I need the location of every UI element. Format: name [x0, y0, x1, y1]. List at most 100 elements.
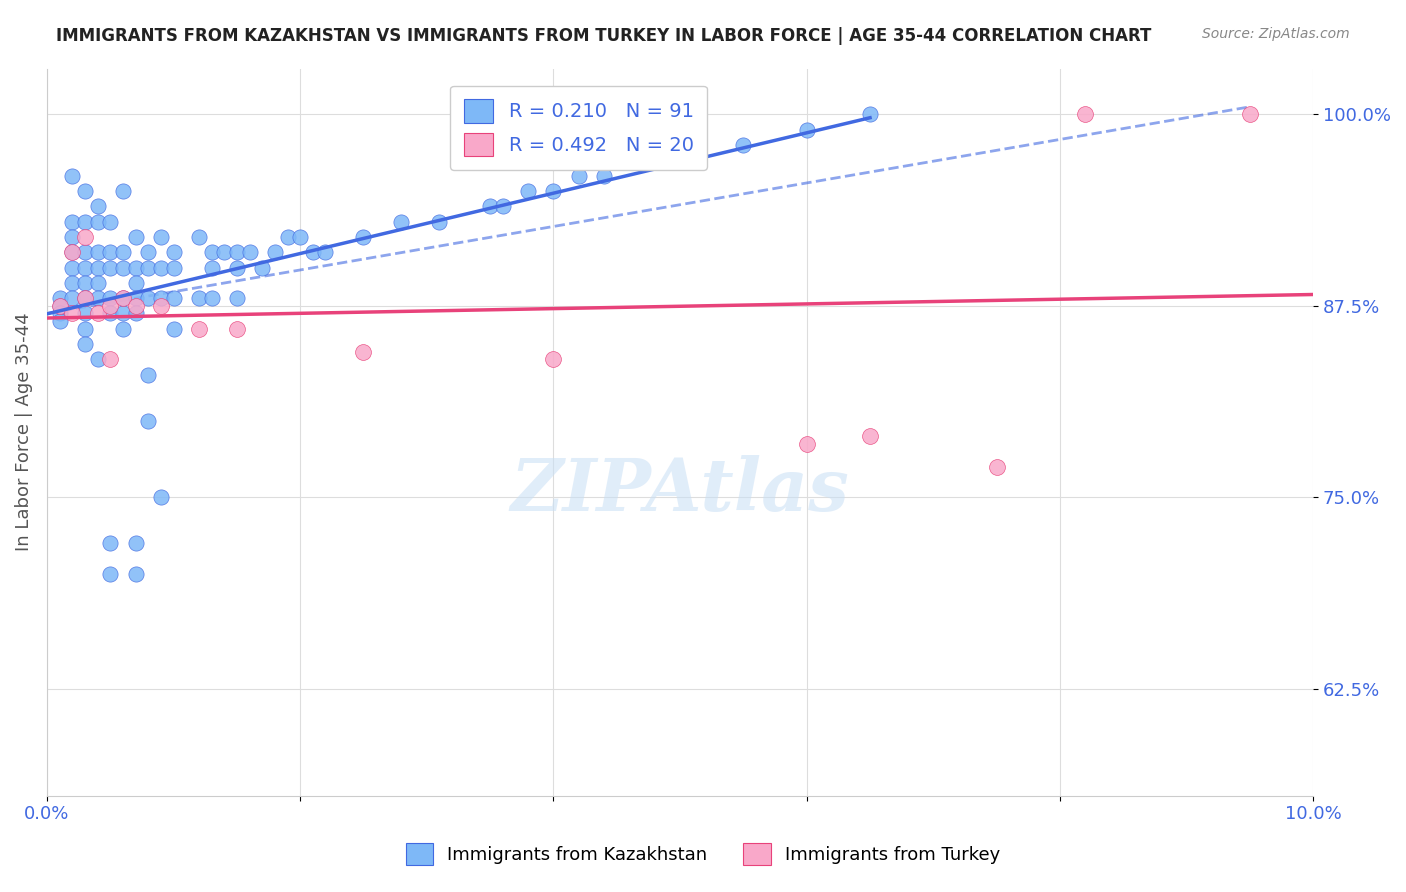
Point — [543, 184, 565, 198]
Point — [98, 536, 121, 550]
Point — [60, 291, 83, 305]
Point — [250, 260, 273, 275]
Point — [187, 291, 209, 305]
Point — [315, 245, 337, 260]
Point — [86, 199, 108, 213]
Point — [162, 291, 184, 305]
Point — [124, 306, 146, 320]
Point — [568, 169, 591, 183]
Legend: Immigrants from Kazakhstan, Immigrants from Turkey: Immigrants from Kazakhstan, Immigrants f… — [396, 834, 1010, 874]
Point — [149, 260, 172, 275]
Point — [60, 306, 83, 320]
Point — [73, 184, 96, 198]
Point — [238, 245, 260, 260]
Point — [353, 344, 375, 359]
Point — [73, 291, 96, 305]
Point — [86, 306, 108, 320]
Legend: R = 0.210   N = 91, R = 0.492   N = 20: R = 0.210 N = 91, R = 0.492 N = 20 — [450, 86, 707, 169]
Point — [98, 245, 121, 260]
Point — [48, 299, 70, 313]
Point — [200, 260, 222, 275]
Point — [263, 245, 285, 260]
Point — [98, 260, 121, 275]
Point — [479, 199, 502, 213]
Point — [98, 306, 121, 320]
Point — [301, 245, 323, 260]
Point — [60, 169, 83, 183]
Point — [98, 214, 121, 228]
Point — [796, 122, 818, 136]
Text: Source: ZipAtlas.com: Source: ZipAtlas.com — [1202, 27, 1350, 41]
Point — [98, 299, 121, 313]
Point — [200, 245, 222, 260]
Point — [48, 291, 70, 305]
Point — [124, 299, 146, 313]
Point — [60, 230, 83, 244]
Point — [86, 214, 108, 228]
Point — [124, 230, 146, 244]
Point — [149, 230, 172, 244]
Point — [60, 245, 83, 260]
Point — [111, 291, 134, 305]
Point — [162, 245, 184, 260]
Point — [111, 291, 134, 305]
Point — [136, 245, 159, 260]
Point — [136, 291, 159, 305]
Point — [73, 306, 96, 320]
Point — [200, 291, 222, 305]
Point — [492, 199, 515, 213]
Point — [73, 291, 96, 305]
Point — [353, 230, 375, 244]
Point — [60, 276, 83, 290]
Point — [225, 245, 247, 260]
Y-axis label: In Labor Force | Age 35-44: In Labor Force | Age 35-44 — [15, 313, 32, 551]
Point — [669, 145, 692, 160]
Point — [124, 536, 146, 550]
Point — [1239, 107, 1261, 121]
Point — [73, 337, 96, 351]
Point — [73, 230, 96, 244]
Point — [136, 368, 159, 382]
Point — [149, 490, 172, 504]
Point — [48, 299, 70, 313]
Point — [111, 322, 134, 336]
Point — [187, 230, 209, 244]
Point — [86, 352, 108, 367]
Point — [111, 245, 134, 260]
Point — [73, 276, 96, 290]
Point — [86, 291, 108, 305]
Point — [111, 306, 134, 320]
Point — [149, 299, 172, 313]
Text: IMMIGRANTS FROM KAZAKHSTAN VS IMMIGRANTS FROM TURKEY IN LABOR FORCE | AGE 35-44 : IMMIGRANTS FROM KAZAKHSTAN VS IMMIGRANTS… — [56, 27, 1152, 45]
Point — [187, 322, 209, 336]
Point — [162, 322, 184, 336]
Point — [60, 245, 83, 260]
Point — [796, 436, 818, 450]
Point — [225, 322, 247, 336]
Point — [276, 230, 298, 244]
Point — [86, 276, 108, 290]
Point — [212, 245, 235, 260]
Point — [149, 291, 172, 305]
Point — [859, 429, 882, 443]
Point — [225, 291, 247, 305]
Point — [391, 214, 413, 228]
Point — [98, 566, 121, 581]
Point — [60, 260, 83, 275]
Point — [225, 260, 247, 275]
Point — [124, 276, 146, 290]
Point — [111, 260, 134, 275]
Point — [124, 291, 146, 305]
Point — [48, 314, 70, 328]
Point — [517, 184, 540, 198]
Point — [136, 414, 159, 428]
Point — [111, 184, 134, 198]
Point — [48, 306, 70, 320]
Point — [593, 169, 616, 183]
Point — [124, 566, 146, 581]
Point — [86, 245, 108, 260]
Point — [543, 352, 565, 367]
Point — [288, 230, 311, 244]
Point — [73, 245, 96, 260]
Point — [60, 214, 83, 228]
